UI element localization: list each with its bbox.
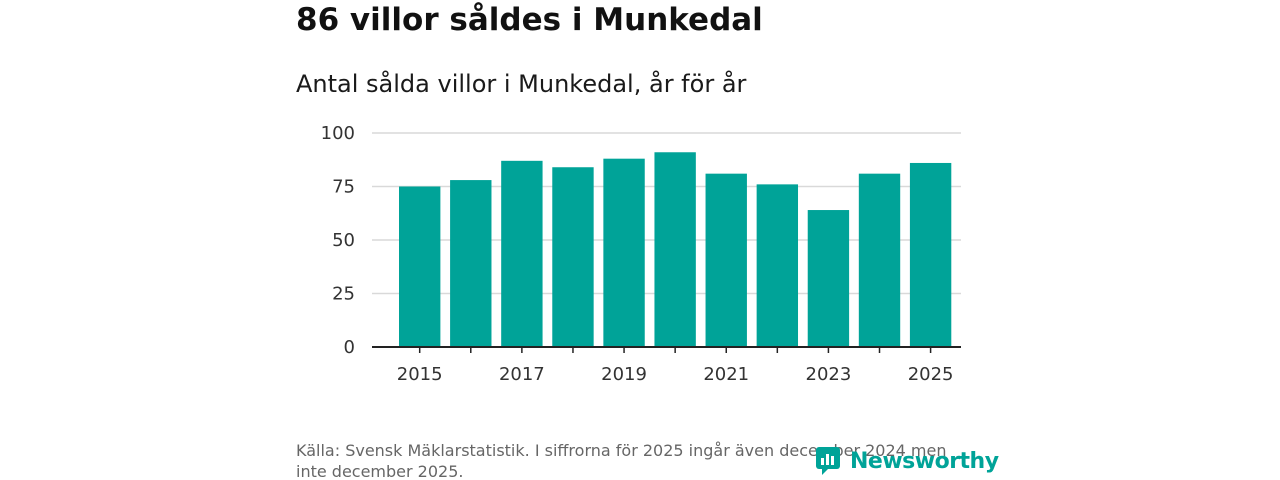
x-tick-label: 2017 xyxy=(499,364,545,385)
chart-subtitle: Antal sålda villor i Munkedal, år för år xyxy=(296,70,747,98)
bar-2016 xyxy=(450,180,492,347)
page-title: 86 villor såldes i Munkedal xyxy=(296,2,763,38)
x-tick-label: 2023 xyxy=(806,364,852,385)
brand-logo: Newsworthy xyxy=(815,446,999,476)
bar-2019 xyxy=(603,158,645,347)
y-tick-label: 25 xyxy=(332,284,355,305)
x-tick-label: 2019 xyxy=(601,364,647,385)
brand-name: Newsworthy xyxy=(850,448,999,474)
y-tick-label: 0 xyxy=(344,337,355,358)
source-note: Källa: Svensk Mäklarstatistik. I siffror… xyxy=(296,441,947,480)
bar-2025 xyxy=(909,162,952,347)
axes: 0 25 50 75 100 2015 2017 2019 2021 2023 2025 xyxy=(321,123,961,385)
bar-2017 xyxy=(501,160,543,347)
y-tick-label: 75 xyxy=(332,177,355,198)
bar-2023 xyxy=(807,210,850,347)
bar-2022 xyxy=(756,184,799,347)
bar-2015 xyxy=(399,186,441,347)
x-tick-label: 2015 xyxy=(397,364,443,385)
bar-2018 xyxy=(552,167,594,347)
bar-2020 xyxy=(654,152,696,347)
x-tick-label: 2025 xyxy=(908,364,954,385)
bar-2024 xyxy=(858,173,901,347)
x-tick-label: 2021 xyxy=(703,364,749,385)
newsworthy-logo-icon xyxy=(816,447,840,475)
bar-2021 xyxy=(705,173,747,347)
y-tick-label: 50 xyxy=(332,230,355,251)
y-tick-label: 100 xyxy=(321,123,355,144)
bars xyxy=(399,152,952,347)
